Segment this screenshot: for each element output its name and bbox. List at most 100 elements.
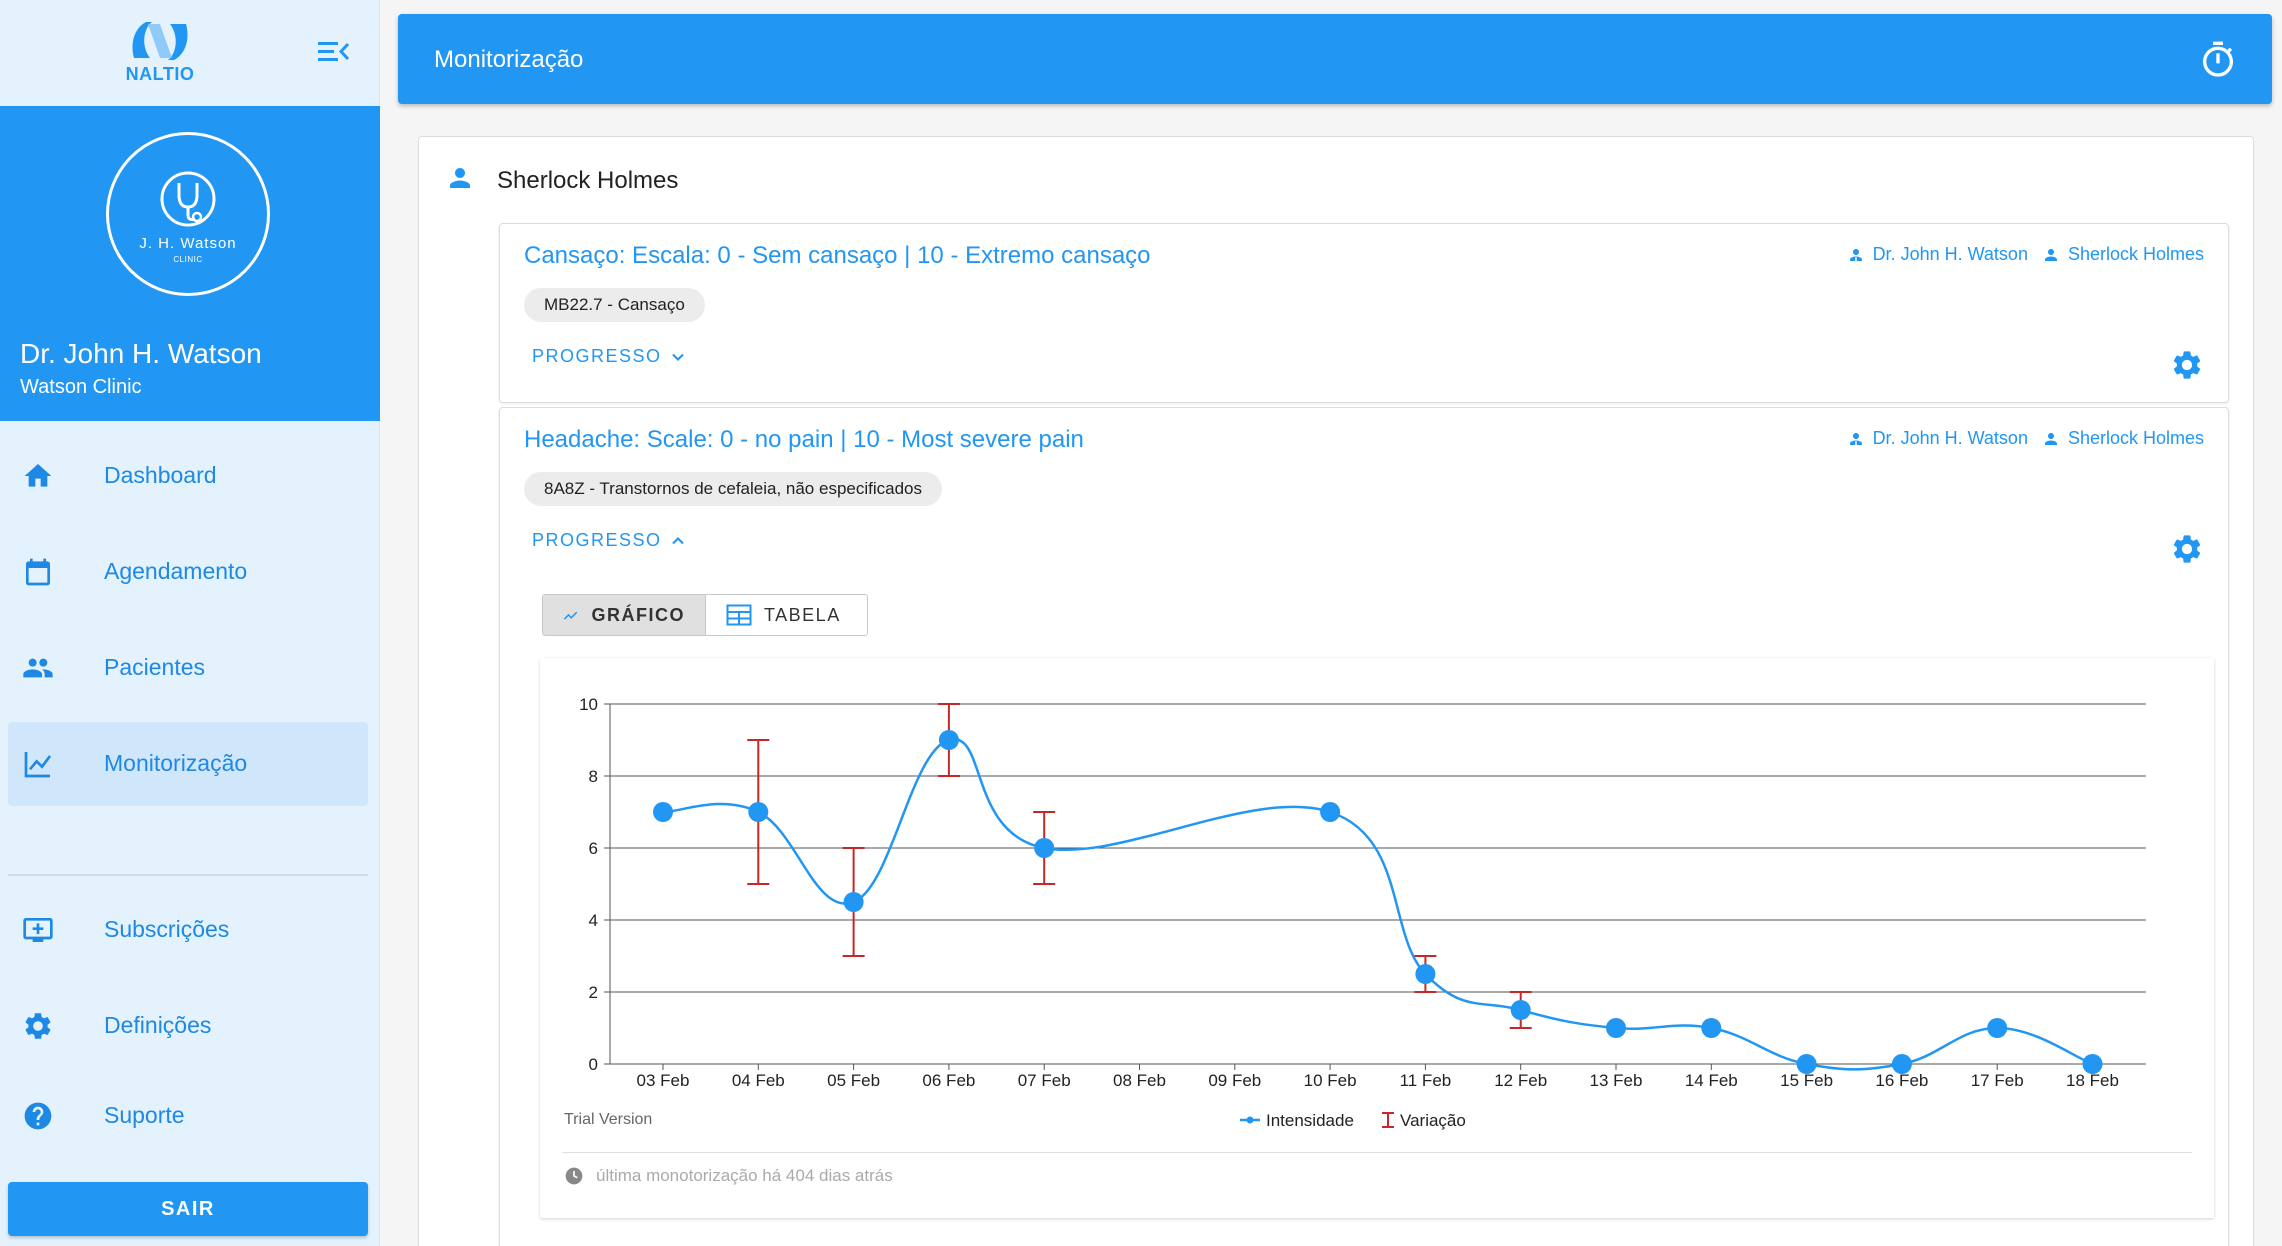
- meta-patient: Sherlock Holmes: [2042, 428, 2204, 449]
- meta-patient-name: Sherlock Holmes: [2067, 428, 2204, 448]
- help-icon: [24, 1102, 52, 1130]
- nav-definicoes-label: Definições: [104, 1012, 212, 1038]
- stethoscope-icon: [160, 171, 216, 227]
- meta-patient: Sherlock Holmes: [2042, 244, 2204, 265]
- settings-button[interactable]: [2170, 348, 2204, 382]
- x-tick-label: 09 Feb: [1208, 1071, 1261, 1090]
- y-tick-label: 8: [589, 767, 598, 786]
- nav-subscricoes-label: Subscrições: [104, 916, 230, 942]
- x-tick-label: 10 Feb: [1304, 1071, 1357, 1090]
- nav-dashboard-label: Dashboard: [104, 462, 217, 488]
- sidebar: NALTIO J. H. Watson CLINIC Dr. John H. W…: [0, 0, 380, 1246]
- stopwatch-icon: [2203, 41, 2233, 77]
- meta-doctor: Dr. John H. Watson: [1847, 428, 2028, 449]
- x-tick-label: 03 Feb: [637, 1071, 690, 1090]
- x-tick-label: 04 Feb: [732, 1071, 785, 1090]
- intensity-chart: 0 2 4 6 8 10 03 Feb 04 Feb 05 Feb 06 Feb 07 Feb 08 …: [564, 695, 2146, 1130]
- person-icon: [2044, 248, 2057, 261]
- patient-monitoring-card: Sherlock Holmes Cansaço: Escala: 0 - Sem…: [418, 136, 2254, 1246]
- data-point[interactable]: [2082, 1054, 2103, 1074]
- calendar-icon: [26, 558, 50, 586]
- nav-dashboard[interactable]: Dashboard: [8, 434, 368, 518]
- doctor-clinic: Watson Clinic: [20, 376, 142, 398]
- chart-container: 0 2 4 6 8 10 03 Feb 04 Feb 05 Feb 06 Feb 07 Feb 08 …: [540, 658, 2214, 1218]
- monitoring-title: Cansaço: Escala: 0 - Sem cansaço | 10 - …: [524, 242, 1151, 269]
- chevron-down-icon: [671, 353, 684, 361]
- last-monitoring-info: última monotorização há 404 dias atrás: [564, 1166, 893, 1186]
- nav-pacientes-label: Pacientes: [104, 654, 206, 680]
- data-point[interactable]: [1510, 1000, 1531, 1020]
- data-point[interactable]: [1415, 964, 1436, 984]
- x-tick-label: 16 Feb: [1875, 1071, 1928, 1090]
- data-point[interactable]: [748, 802, 769, 822]
- clinic-logo-sub: CLINIC: [173, 255, 203, 264]
- patient-name: Sherlock Holmes: [497, 167, 679, 194]
- data-point[interactable]: [653, 802, 673, 822]
- gear-icon: [2173, 535, 2201, 563]
- gear-icon: [25, 1013, 51, 1039]
- nav-monitorizacao[interactable]: Monitorização: [8, 722, 368, 806]
- chevron-up-icon: [671, 536, 684, 544]
- y-tick-label: 0: [589, 1055, 598, 1074]
- meta-patient-name: Sherlock Holmes: [2067, 244, 2204, 264]
- settings-button[interactable]: [2170, 532, 2204, 566]
- nav-monitorizacao-label: Monitorização: [104, 750, 248, 776]
- x-tick-label: 17 Feb: [1971, 1071, 2024, 1090]
- data-point[interactable]: [1320, 802, 1341, 822]
- subscription-icon: [23, 918, 53, 942]
- data-point[interactable]: [1796, 1054, 1817, 1074]
- view-toggle: GRÁFICO TABELA: [542, 594, 868, 636]
- x-tick-label: 11 Feb: [1400, 1071, 1452, 1090]
- progress-toggle-button[interactable]: PROGRESSO: [532, 530, 688, 551]
- data-point[interactable]: [1701, 1018, 1722, 1038]
- collapse-menu-button[interactable]: [316, 36, 352, 68]
- sidebar-header: NALTIO: [0, 0, 380, 106]
- last-monitoring-text: última monotorização há 404 dias atrás: [596, 1166, 893, 1185]
- progress-label: PROGRESSO: [532, 346, 662, 366]
- y-tick-label: 2: [589, 983, 598, 1002]
- data-point[interactable]: [938, 730, 959, 750]
- data-point[interactable]: [1606, 1018, 1626, 1038]
- meta-doctor: Dr. John H. Watson: [1847, 244, 2028, 265]
- nav-subscricoes[interactable]: Subscrições: [8, 888, 368, 972]
- chart-view-label: GRÁFICO: [591, 604, 685, 625]
- nav-divider: [8, 874, 368, 876]
- legend-label-variacao: Variação: [1400, 1111, 1466, 1130]
- diagnosis-chip: 8A8Z - Transtornos de cefaleia, não espe…: [524, 472, 942, 506]
- gear-icon: [2173, 351, 2201, 379]
- person-icon: [450, 168, 470, 188]
- x-tick-label: 07 Feb: [1018, 1071, 1071, 1090]
- timer-button[interactable]: [2198, 40, 2238, 80]
- nav-definicoes[interactable]: Definições: [8, 984, 368, 1068]
- progress-toggle-button[interactable]: PROGRESSO: [532, 346, 688, 367]
- nav-agendamento-label: Agendamento: [104, 558, 248, 584]
- nav-pacientes[interactable]: Pacientes: [8, 626, 368, 710]
- data-point[interactable]: [1034, 838, 1055, 858]
- data-point[interactable]: [843, 892, 864, 912]
- nav-suporte[interactable]: Suporte: [8, 1074, 368, 1158]
- y-tick-label: 4: [589, 911, 598, 930]
- menu-collapse-icon: [318, 42, 350, 61]
- progress-label: PROGRESSO: [532, 530, 662, 550]
- data-point[interactable]: [1891, 1054, 1912, 1074]
- x-tick-label: 05 Feb: [827, 1071, 880, 1090]
- monitoring-card-fatigue: Cansaço: Escala: 0 - Sem cansaço | 10 - …: [499, 223, 2229, 403]
- naltio-logo[interactable]: NALTIO: [120, 18, 200, 86]
- monitoring-card-headache: Headache: Scale: 0 - no pain | 10 - Most…: [499, 407, 2229, 1246]
- chart-view-button[interactable]: GRÁFICO: [543, 595, 706, 635]
- monitoring-meta: Dr. John H. Watson Sherlock Holmes: [1847, 428, 2204, 449]
- table-view-button[interactable]: TABELA: [706, 595, 867, 635]
- doctor-icon: [1849, 248, 1862, 261]
- clock-icon: [565, 1167, 583, 1185]
- monitoring-title: Headache: Scale: 0 - no pain | 10 - Most…: [524, 426, 1084, 453]
- y-tick-label: 6: [589, 839, 598, 858]
- trending-icon: [563, 611, 578, 620]
- page-title: Monitorização: [434, 46, 584, 73]
- chart-line-icon: [24, 752, 52, 778]
- x-tick-label: 08 Feb: [1113, 1071, 1166, 1090]
- logout-button[interactable]: SAIR: [8, 1182, 368, 1236]
- top-app-bar: Monitorização: [398, 14, 2272, 104]
- meta-doctor-name: Dr. John H. Watson: [1872, 428, 2028, 448]
- data-point[interactable]: [1987, 1018, 2008, 1038]
- nav-agendamento[interactable]: Agendamento: [8, 530, 368, 614]
